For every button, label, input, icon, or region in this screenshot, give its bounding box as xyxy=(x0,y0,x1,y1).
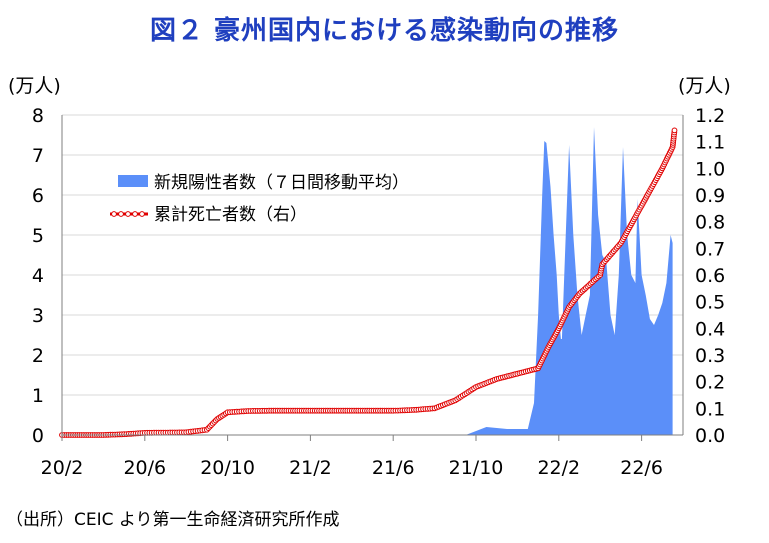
y-left-tick-label: 3 xyxy=(32,305,44,327)
y-right-tick-label: 0.8 xyxy=(695,212,725,234)
y-right-tick-label: 0.3 xyxy=(695,345,725,367)
x-tick-label: 22/6 xyxy=(620,457,663,479)
deaths-line-layer xyxy=(59,127,678,438)
y-right-unit-label: (万人) xyxy=(678,75,731,97)
grid-lines xyxy=(62,114,683,396)
x-tick-label: 20/2 xyxy=(41,457,84,479)
legend-label-cases: 新規陽性者数（７日間移動平均） xyxy=(154,173,409,193)
legend: 新規陽性者数（７日間移動平均） 累計死亡者数（右） xyxy=(110,173,409,225)
y-right-tick-label: 0.0 xyxy=(695,425,725,447)
y-left-tick-label: 5 xyxy=(32,225,44,247)
y-right-tick-label: 0.6 xyxy=(695,265,725,287)
y-right-tick-label: 1.2 xyxy=(695,105,725,127)
y-right-tick-label: 1.1 xyxy=(695,132,725,154)
x-tick-label: 21/10 xyxy=(449,457,504,479)
x-tick-label: 20/6 xyxy=(123,457,166,479)
y-left-unit-label: (万人) xyxy=(8,75,61,97)
y-right-tick-label: 0.4 xyxy=(695,318,725,340)
y-right-tick-label: 0.1 xyxy=(695,398,725,420)
y-left-tick-label: 0 xyxy=(32,425,44,447)
legend-marker-deaths xyxy=(118,211,124,217)
legend-marker-deaths xyxy=(125,211,131,217)
y-left-tick-label: 4 xyxy=(32,265,44,287)
legend-swatch-cases xyxy=(118,175,148,187)
y-left-tick-label: 1 xyxy=(32,385,44,407)
y-right-tick-label: 0.2 xyxy=(695,372,725,394)
x-tick-label: 20/10 xyxy=(200,457,255,479)
legend-label-deaths: 累計死亡者数（右） xyxy=(154,205,307,225)
cases-area xyxy=(62,127,673,435)
axes: 0 1 2 3 4 5 6 7 8 0.0 0.1 0.2 0.3 0.4 0.5 0.6 0.7 0.8 0.9 1… xyxy=(8,75,731,479)
y-right-tick-label: 0.7 xyxy=(695,238,725,260)
x-tick-label: 21/2 xyxy=(289,457,332,479)
y-left-tick-label: 6 xyxy=(32,185,44,207)
source-note: （出所）CEIC より第一生命経済研究所作成 xyxy=(6,510,340,530)
chart-title: 図２ 豪州国内における感染動向の推移 xyxy=(149,16,620,46)
y-right-tick-label: 1.0 xyxy=(695,158,725,180)
legend-marker-deaths xyxy=(111,211,117,217)
y-left-tick-label: 7 xyxy=(32,145,44,167)
cases-area-layer xyxy=(62,127,673,435)
x-tick-label: 22/2 xyxy=(537,457,580,479)
y-left-tick-label: 2 xyxy=(32,345,44,367)
x-tick-label: 21/6 xyxy=(372,457,415,479)
y-right-tick-label: 0.5 xyxy=(695,292,725,314)
y-right-tick-label: 0.9 xyxy=(695,185,725,207)
deaths-marker xyxy=(671,127,678,134)
y-left-tick-label: 8 xyxy=(32,105,44,127)
legend-marker-deaths xyxy=(132,211,138,217)
deaths-markers xyxy=(59,127,678,438)
legend-marker-deaths xyxy=(139,211,145,217)
